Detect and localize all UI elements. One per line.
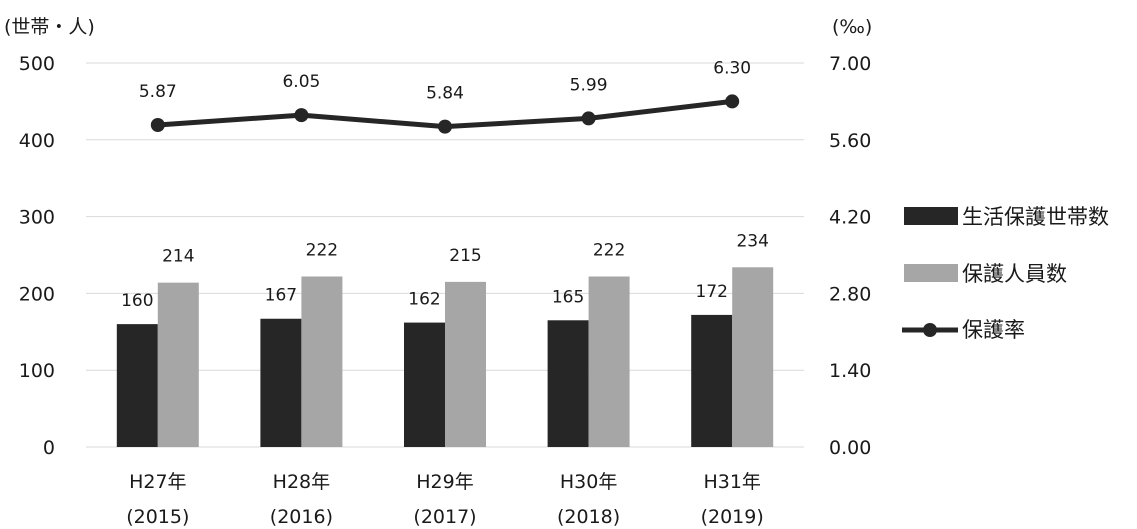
point-rate bbox=[150, 117, 165, 132]
right-tick-label: 1.40 bbox=[829, 360, 871, 382]
data-label-rate: 5.84 bbox=[426, 84, 464, 104]
left-tick-label: 300 bbox=[19, 207, 55, 229]
right-axis-unit: (‰) bbox=[832, 16, 872, 38]
data-label-households: 172 bbox=[695, 282, 727, 302]
bar-persons bbox=[445, 281, 486, 447]
legend-marker-rate bbox=[923, 323, 937, 337]
data-label-rate: 6.05 bbox=[282, 72, 320, 92]
right-tick-label: 5.60 bbox=[829, 130, 871, 152]
point-rate bbox=[438, 119, 452, 134]
left-tick-label: 0 bbox=[43, 437, 55, 459]
bar-households bbox=[404, 322, 445, 447]
category-label: H27年 bbox=[129, 471, 186, 493]
legend-label-persons: 保護人員数 bbox=[962, 262, 1067, 286]
data-label-persons: 214 bbox=[162, 247, 194, 267]
legend: 生活保護世帯数 保護人員数 保護率 bbox=[902, 205, 1109, 342]
category-label: H28年 bbox=[273, 471, 330, 493]
bar-households bbox=[116, 324, 158, 447]
category-label: H30年 bbox=[560, 471, 617, 493]
right-tick-label: 0.00 bbox=[829, 437, 871, 459]
data-label-households: 165 bbox=[552, 287, 584, 307]
point-rate bbox=[581, 111, 596, 126]
legend-swatch-persons bbox=[904, 264, 958, 282]
category-label-year: (2019) bbox=[701, 506, 764, 528]
data-label-persons: 234 bbox=[736, 231, 768, 251]
data-label-households: 162 bbox=[408, 290, 440, 310]
left-tick-label: 100 bbox=[19, 360, 55, 382]
bar-persons bbox=[588, 276, 630, 447]
data-label-rate: 6.30 bbox=[713, 58, 751, 78]
left-axis-unit: (世帯・人) bbox=[4, 16, 95, 38]
bar-persons bbox=[157, 282, 199, 447]
legend-label-rate: 保護率 bbox=[962, 318, 1025, 342]
bar-households bbox=[691, 314, 733, 447]
left-tick-label: 400 bbox=[19, 130, 55, 152]
bar-households bbox=[547, 320, 589, 447]
data-label-rate: 5.99 bbox=[570, 75, 608, 95]
bar-persons bbox=[301, 276, 343, 447]
category-label: H29年 bbox=[416, 471, 473, 493]
data-label-households: 160 bbox=[121, 291, 153, 311]
left-tick-label: 500 bbox=[19, 53, 55, 75]
data-label-households: 167 bbox=[265, 286, 297, 306]
legend-swatch-households bbox=[904, 207, 958, 225]
legend-label-households: 生活保護世帯数 bbox=[962, 205, 1109, 229]
category-label: H31年 bbox=[703, 471, 760, 493]
category-label-year: (2015) bbox=[126, 506, 189, 528]
axes-group: (世帯・人) (‰) 0 0.00 100 1.40 200 2.80 300 4.20 400… bbox=[4, 16, 872, 528]
data-labels-group: 160 167 162 165 172 214 222 215 222 234 5.87 6.05 5.… bbox=[121, 58, 769, 311]
right-tick-label: 7.00 bbox=[829, 53, 871, 75]
bar-persons bbox=[732, 267, 774, 447]
left-tick-label: 200 bbox=[19, 283, 55, 305]
bars-group bbox=[116, 267, 774, 447]
data-label-persons: 215 bbox=[449, 246, 481, 266]
category-label-year: (2017) bbox=[413, 506, 476, 528]
category-label-year: (2018) bbox=[557, 506, 620, 528]
data-label-persons: 222 bbox=[593, 241, 625, 261]
data-label-rate: 5.87 bbox=[139, 82, 177, 102]
right-tick-label: 2.80 bbox=[829, 283, 871, 305]
bar-households bbox=[260, 318, 302, 447]
point-rate bbox=[294, 108, 309, 123]
right-tick-label: 4.20 bbox=[829, 207, 871, 229]
line-group bbox=[150, 94, 740, 134]
point-rate bbox=[725, 94, 740, 109]
category-label-year: (2016) bbox=[270, 506, 333, 528]
data-label-persons: 222 bbox=[306, 241, 338, 261]
